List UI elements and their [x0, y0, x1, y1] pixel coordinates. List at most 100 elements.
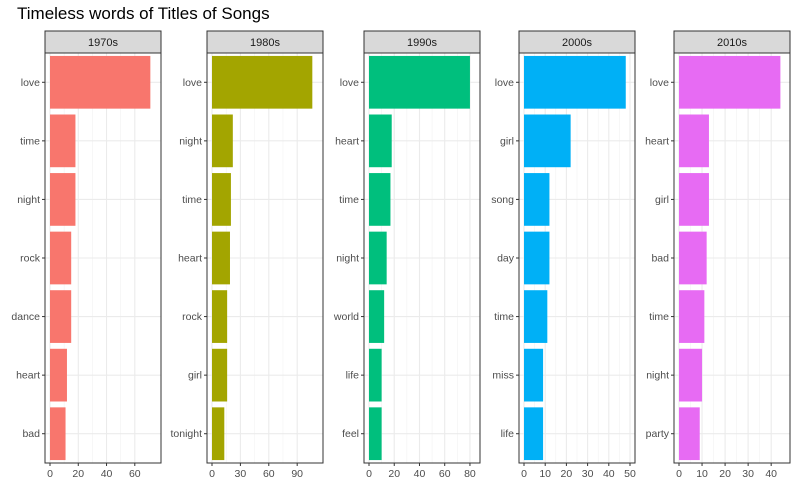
- facet-strip-label: 1980s: [250, 37, 280, 49]
- facet-strip-label: 1990s: [407, 37, 437, 49]
- y-tick-label: heart: [178, 253, 202, 265]
- y-tick-label: heart: [335, 135, 359, 147]
- bar-love: [524, 55, 626, 109]
- bar-bad: [50, 407, 66, 461]
- x-tick-label: 30: [235, 468, 247, 480]
- bar-love: [50, 55, 151, 109]
- bar-love: [369, 55, 470, 109]
- y-tick-label: time: [649, 311, 669, 323]
- y-tick-label: love: [340, 77, 359, 89]
- bar-heart: [50, 348, 67, 402]
- bar-rock: [50, 231, 72, 285]
- x-tick-label: 20: [561, 468, 573, 480]
- y-tick-label: time: [339, 194, 359, 206]
- bar-miss: [524, 348, 544, 402]
- bar-party: [679, 407, 700, 461]
- bar-feel: [369, 407, 382, 461]
- x-tick-label: 80: [464, 468, 476, 480]
- x-tick-label: 40: [603, 468, 615, 480]
- bar-love: [679, 55, 781, 109]
- bar-song: [524, 173, 550, 226]
- y-tick-label: bad: [22, 428, 40, 440]
- y-tick-label: girl: [655, 194, 669, 206]
- y-tick-label: time: [494, 311, 514, 323]
- y-tick-label: girl: [188, 370, 202, 382]
- y-tick-label: love: [21, 77, 40, 89]
- bar-night: [212, 114, 233, 168]
- x-tick-label: 40: [765, 468, 777, 480]
- bar-life: [369, 348, 382, 402]
- bar-girl: [524, 114, 571, 168]
- bar-time: [50, 114, 76, 168]
- chart-title: Timeless words of Titles of Songs: [17, 4, 270, 23]
- x-tick-label: 60: [439, 468, 451, 480]
- facet-strip-label: 2000s: [562, 37, 592, 49]
- y-tick-label: rock: [182, 311, 203, 323]
- bar-night: [50, 173, 76, 226]
- x-tick-label: 0: [676, 468, 682, 480]
- y-tick-label: dance: [11, 311, 40, 323]
- y-tick-label: rock: [20, 253, 41, 265]
- x-tick-label: 0: [366, 468, 372, 480]
- y-tick-label: heart: [645, 135, 669, 147]
- x-tick-label: 40: [101, 468, 113, 480]
- y-tick-label: miss: [492, 370, 514, 382]
- y-tick-label: world: [333, 311, 359, 323]
- y-tick-label: bad: [651, 253, 669, 265]
- y-tick-label: love: [495, 77, 514, 89]
- bar-life: [524, 407, 544, 461]
- x-tick-label: 90: [291, 468, 303, 480]
- y-tick-label: tonight: [170, 428, 202, 440]
- bar-love: [212, 55, 313, 109]
- bar-time: [679, 290, 705, 343]
- bar-day: [524, 231, 550, 285]
- x-tick-label: 50: [624, 468, 636, 480]
- x-tick-label: 20: [719, 468, 731, 480]
- bar-time: [524, 290, 548, 343]
- x-tick-label: 40: [414, 468, 426, 480]
- y-tick-label: night: [17, 194, 40, 206]
- bar-night: [369, 231, 387, 285]
- y-tick-label: heart: [16, 370, 40, 382]
- x-tick-label: 10: [696, 468, 708, 480]
- bar-time: [212, 173, 231, 226]
- bar-heart: [212, 231, 230, 285]
- x-tick-label: 60: [263, 468, 275, 480]
- bar-world: [369, 290, 385, 343]
- bar-heart: [369, 114, 392, 168]
- x-tick-label: 60: [129, 468, 141, 480]
- bar-girl: [679, 173, 709, 226]
- x-tick-label: 0: [209, 468, 215, 480]
- y-tick-label: time: [20, 135, 40, 147]
- y-tick-label: day: [497, 253, 515, 265]
- y-tick-label: girl: [500, 135, 514, 147]
- x-tick-label: 0: [521, 468, 527, 480]
- facet-strip-label: 2010s: [717, 37, 747, 49]
- x-tick-label: 30: [742, 468, 754, 480]
- facet-strip-label: 1970s: [88, 37, 118, 49]
- y-tick-label: party: [646, 428, 670, 440]
- x-tick-label: 10: [539, 468, 551, 480]
- bar-bad: [679, 231, 707, 285]
- y-tick-label: night: [179, 135, 202, 147]
- y-tick-label: life: [501, 428, 515, 440]
- x-tick-label: 0: [47, 468, 53, 480]
- bar-tonight: [212, 407, 225, 461]
- bar-night: [679, 348, 703, 402]
- y-tick-label: feel: [342, 428, 359, 440]
- y-tick-label: life: [346, 370, 360, 382]
- x-tick-label: 20: [72, 468, 84, 480]
- y-tick-label: love: [650, 77, 669, 89]
- bar-dance: [50, 290, 72, 343]
- y-tick-label: love: [183, 77, 202, 89]
- x-tick-label: 20: [388, 468, 400, 480]
- bar-time: [369, 173, 391, 226]
- y-tick-label: night: [336, 253, 359, 265]
- bar-girl: [212, 348, 228, 402]
- bar-rock: [212, 290, 228, 343]
- y-tick-label: time: [182, 194, 202, 206]
- bar-heart: [679, 114, 709, 168]
- x-tick-label: 30: [582, 468, 594, 480]
- y-tick-label: song: [491, 194, 514, 206]
